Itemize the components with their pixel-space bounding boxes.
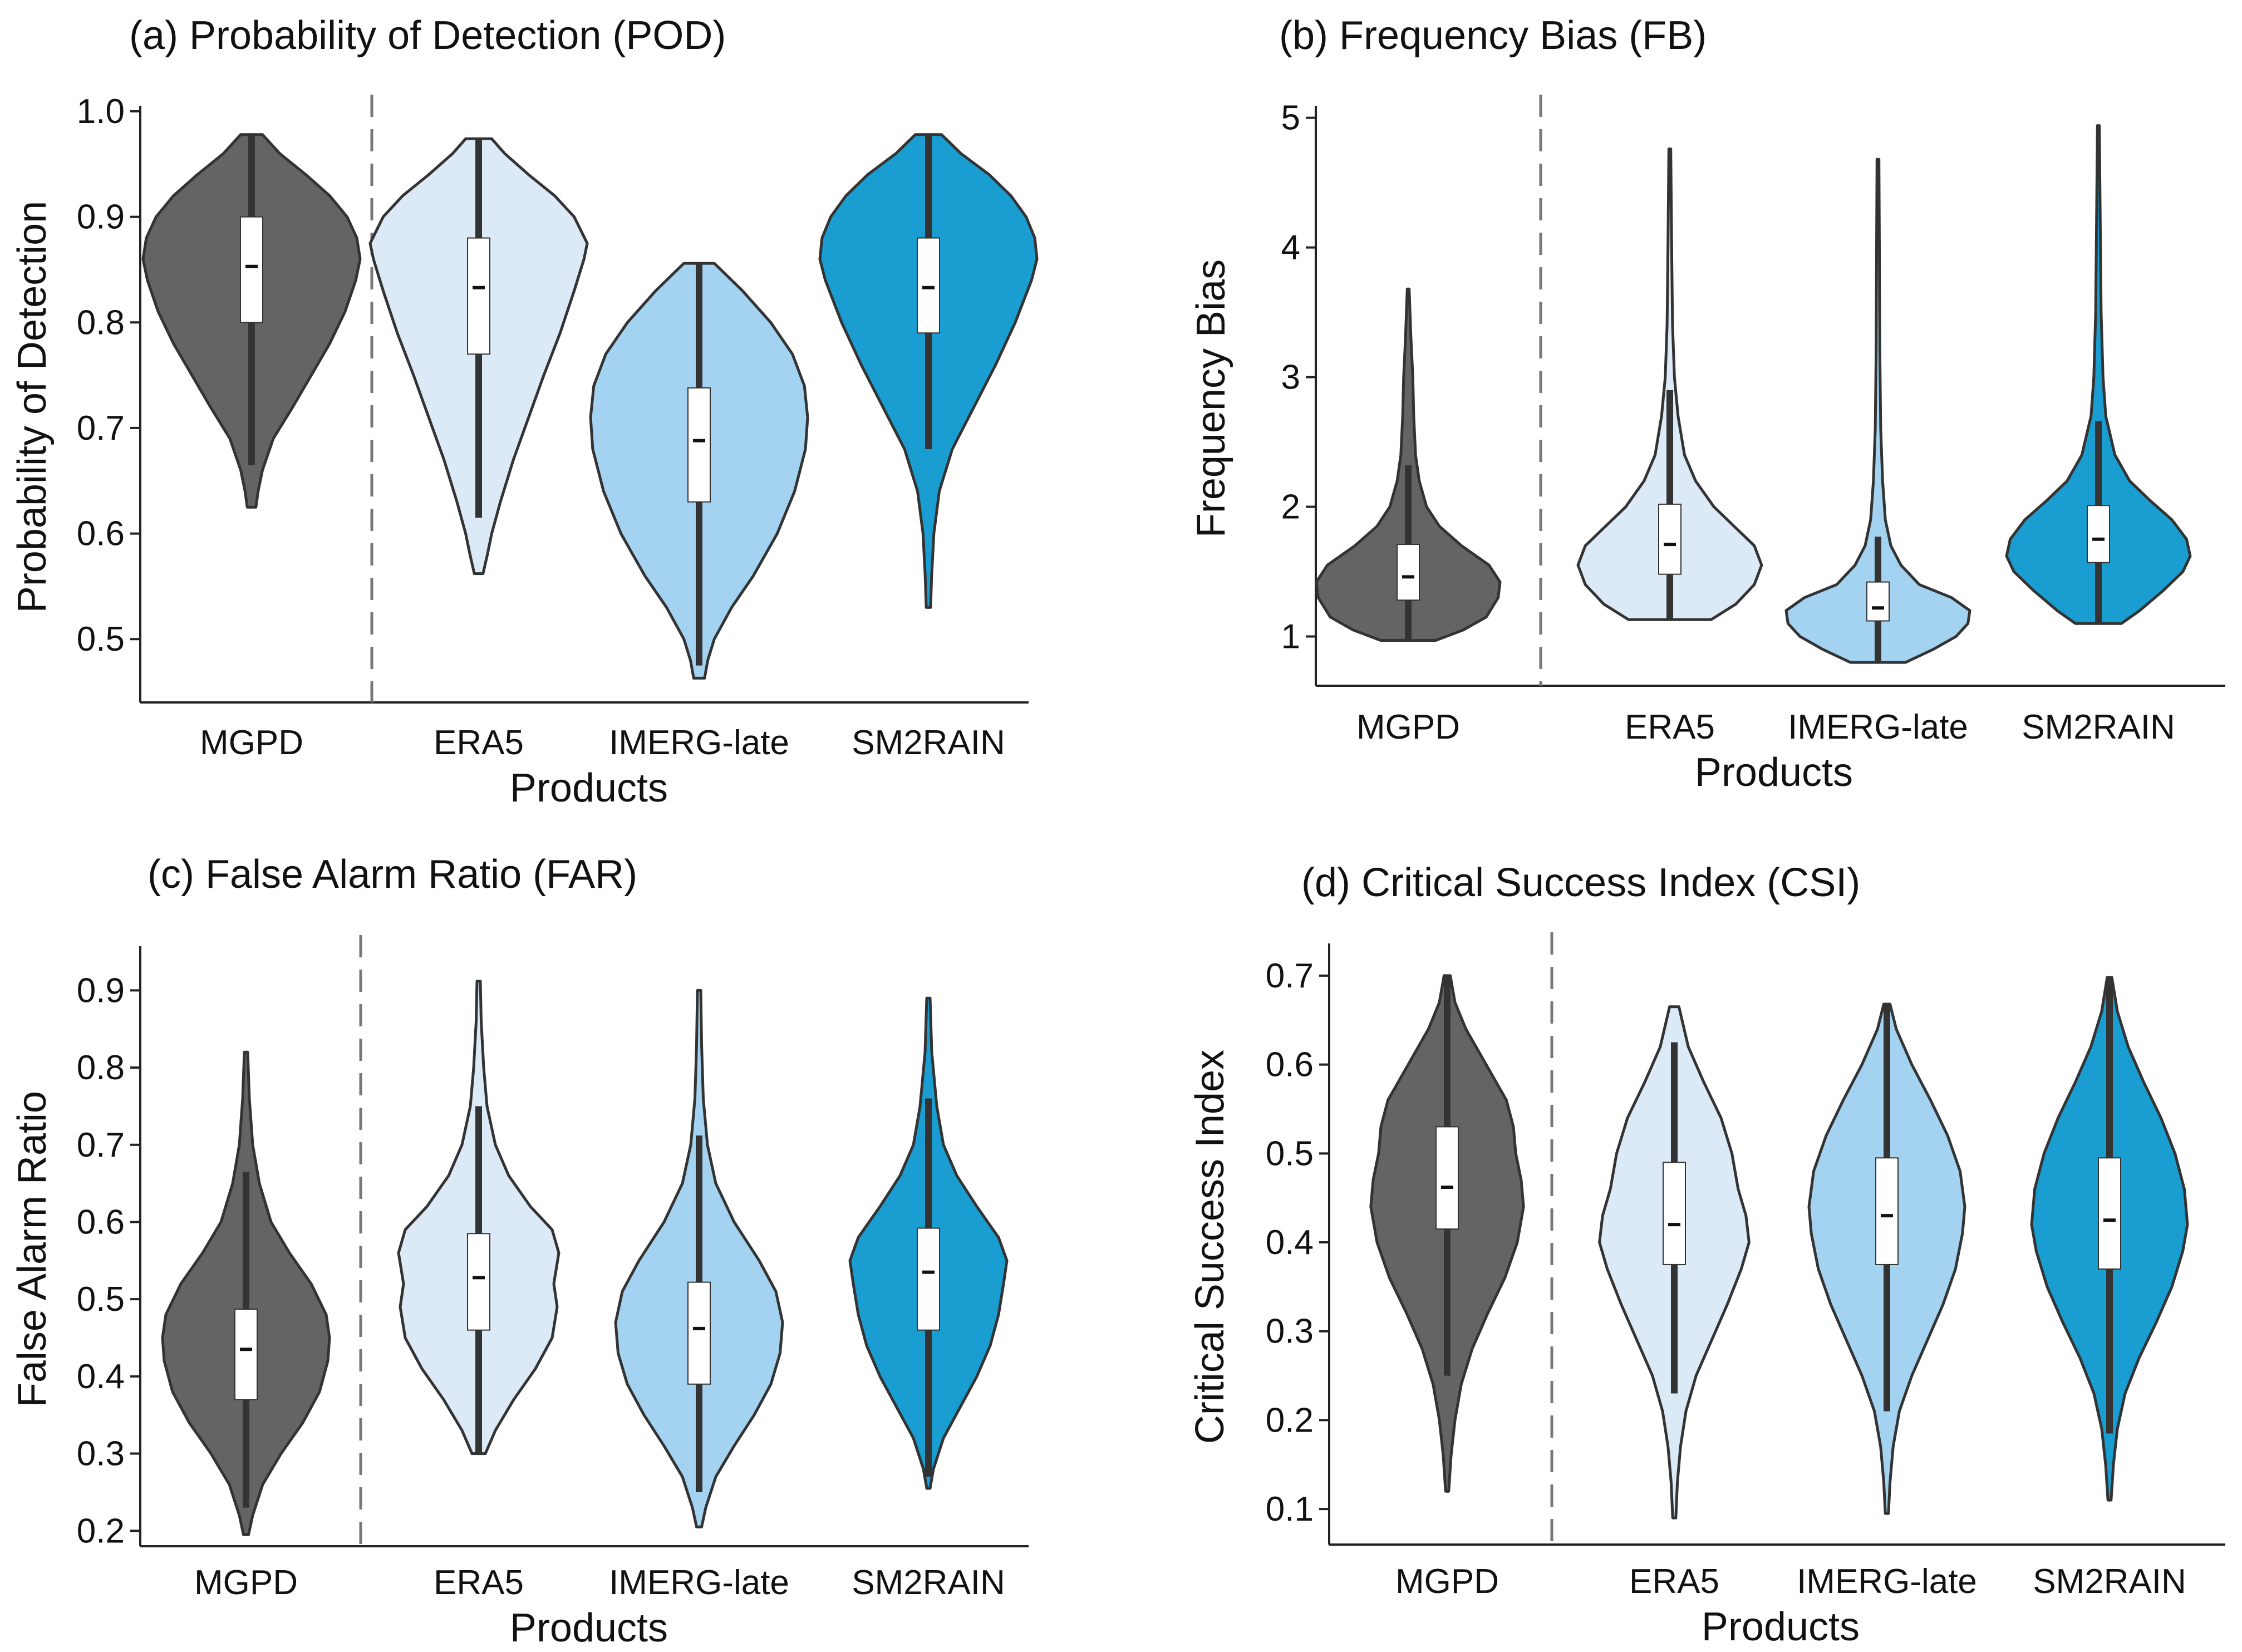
x-category-label: IMERG-late [609,724,789,762]
y-tick-label: 0.7 [77,1126,125,1164]
violin-imerg-late [1784,158,1971,664]
iqr-box [240,216,263,323]
x-axis-label: Products [1695,750,1853,795]
panel-title: (a) Probability of Detection (POD) [129,13,726,58]
x-category-label: MGPD [194,1564,298,1602]
violin-sm2rain [848,996,1009,1490]
x-category-label: SM2RAIN [852,1564,1005,1602]
y-tick-label: 1.0 [77,92,125,131]
violin-sm2rain [818,133,1039,609]
y-tick-label: 0.9 [77,971,125,1010]
violin-imerg-late [1807,1002,1966,1515]
iqr-box [2098,1157,2121,1270]
x-axis-label: Products [1702,1605,1860,1649]
y-tick-label: 0.8 [77,1049,125,1087]
violin-era5 [1576,148,1763,621]
x-category-label: SM2RAIN [2022,708,2175,746]
panel-2: (b) Frequency Bias (FB) 1 2 3 4 5 Frequency Bi… [1189,13,2225,795]
x-category-label: ERA5 [1629,1562,1719,1601]
iqr-box [687,387,711,503]
violin-era5 [397,980,560,1456]
x-category-label: SM2RAIN [852,724,1005,762]
y-axis-label: False Alarm Ratio [10,1091,55,1407]
y-tick-label: 0.5 [1266,1134,1314,1173]
iqr-box [1663,1162,1686,1265]
y-tick-label: 0.6 [1266,1046,1314,1084]
iqr-box [2087,505,2110,563]
panel-title: (b) Frequency Bias (FB) [1279,13,1707,58]
y-tick-label: 4 [1281,229,1300,267]
violin-era5 [1598,1005,1751,1520]
panel-title: (c) False Alarm Ratio (FAR) [148,852,637,897]
x-category-label: IMERG-late [609,1564,789,1602]
x-axis-label: Products [510,1606,668,1650]
y-axis-label: Frequency Bias [1189,259,1233,538]
y-tick-label: 0.9 [77,198,125,237]
violin-body [2005,124,2192,625]
x-category-label: ERA5 [434,724,524,762]
panel-1: (a) Probability of Detection (POD) 0.5 0.6… [10,13,1039,810]
violin-body [1784,158,1971,664]
violin-era5 [368,137,589,576]
violin-sm2rain [2030,976,2189,1502]
violin-mgpd [1369,974,1525,1493]
violin-imerg-late [589,262,809,680]
iqr-box [1658,503,1682,575]
panel-3: (c) False Alarm Ratio (FAR) 0.2 0.3 0.4 0.5 0… [10,852,1029,1650]
x-category-label: MGPD [200,724,303,762]
iqr-box [687,1281,711,1385]
y-tick-label: 0.2 [77,1512,125,1550]
x-category-label: SM2RAIN [2033,1562,2186,1601]
iqr-box [467,237,490,355]
y-tick-label: 0.4 [1266,1223,1314,1262]
y-axis-label: Probability of Detection [10,201,55,613]
y-tick-label: 0.5 [77,620,125,658]
y-tick-label: 1 [1281,617,1300,656]
x-category-label: MGPD [1395,1562,1499,1601]
y-tick-label: 0.4 [77,1358,125,1396]
y-tick-label: 5 [1281,99,1300,137]
iqr-box [1866,581,1890,622]
iqr-box [1435,1126,1459,1230]
violin-mgpd [141,133,362,509]
y-tick-label: 0.3 [1266,1312,1314,1351]
violin-mgpd [161,1050,331,1536]
violin-imerg-late [614,989,784,1528]
x-category-label: ERA5 [434,1564,524,1602]
x-category-label: ERA5 [1625,708,1715,746]
iqr-box [1875,1157,1899,1265]
y-tick-label: 0.8 [77,303,125,342]
y-tick-label: 0.7 [77,409,125,448]
iqr-box [917,1227,940,1331]
iqr-box [234,1309,258,1400]
y-tick-label: 0.3 [77,1435,125,1473]
y-tick-label: 0.7 [1266,957,1314,995]
y-tick-label: 0.2 [1266,1401,1314,1439]
violin-body [1315,287,1502,642]
violin-mgpd [1315,287,1502,642]
y-tick-label: 2 [1281,488,1300,527]
y-tick-label: 0.1 [1266,1490,1314,1528]
iqr-box [917,237,940,334]
x-axis-label: Products [510,766,668,810]
y-tick-label: 3 [1281,358,1300,397]
y-tick-label: 0.6 [77,1203,125,1241]
panel-title: (d) Critical Success Index (CSI) [1301,861,1860,905]
y-tick-label: 0.6 [77,515,125,553]
iqr-box [1397,544,1420,601]
panel-4: (d) Critical Success Index (CSI) 0.1 0.2 0.… [1188,861,2225,1649]
y-axis-label: Critical Success Index [1188,1050,1232,1444]
iqr-box [467,1233,490,1331]
y-tick-label: 0.5 [77,1280,125,1319]
x-category-label: IMERG-late [1797,1562,1977,1601]
x-category-label: IMERG-late [1788,708,1968,746]
violin-body [1576,148,1763,621]
x-category-label: MGPD [1356,708,1460,746]
violin-sm2rain [2005,124,2192,625]
